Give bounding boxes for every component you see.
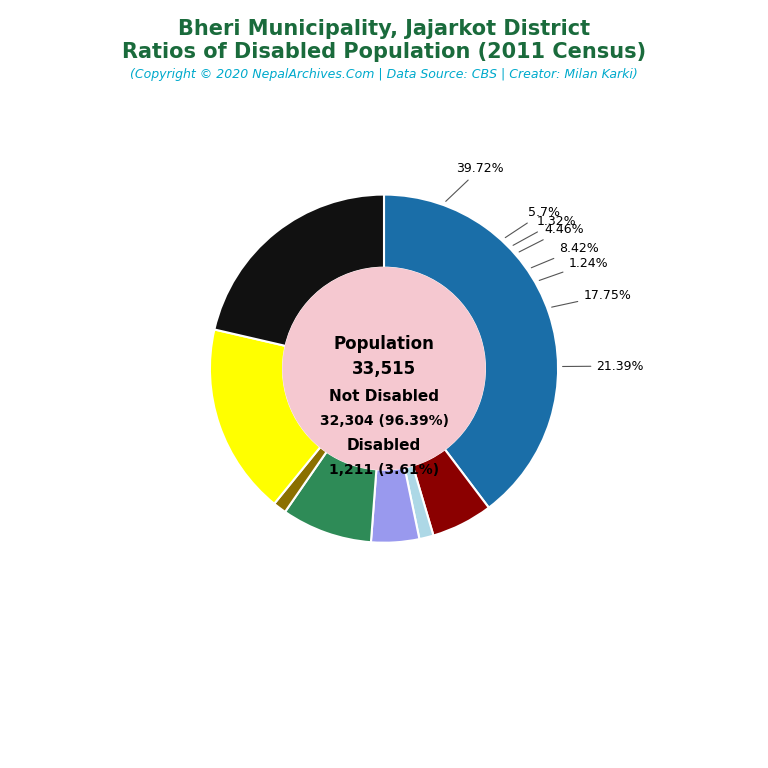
Text: 8.42%: 8.42% [531, 242, 598, 268]
Text: 17.75%: 17.75% [551, 289, 631, 307]
Text: 1.32%: 1.32% [513, 215, 577, 245]
Wedge shape [412, 449, 488, 535]
Text: Bheri Municipality, Jajarkot District: Bheri Municipality, Jajarkot District [178, 19, 590, 39]
Wedge shape [405, 465, 433, 539]
Text: 39.72%: 39.72% [445, 162, 504, 201]
Text: Population: Population [333, 336, 435, 353]
Wedge shape [210, 329, 320, 504]
Wedge shape [384, 194, 558, 508]
Text: 33,515: 33,515 [352, 359, 416, 378]
Text: 1.24%: 1.24% [539, 257, 608, 280]
Text: 21.39%: 21.39% [563, 359, 644, 372]
Wedge shape [214, 194, 384, 346]
Text: Not Disabled: Not Disabled [329, 389, 439, 404]
Text: 1,211 (3.61%): 1,211 (3.61%) [329, 462, 439, 477]
Wedge shape [285, 452, 376, 542]
Text: 4.46%: 4.46% [519, 223, 584, 252]
Circle shape [283, 268, 485, 469]
Text: 32,304 (96.39%): 32,304 (96.39%) [319, 414, 449, 428]
Text: Ratios of Disabled Population (2011 Census): Ratios of Disabled Population (2011 Cens… [122, 42, 646, 62]
Wedge shape [371, 468, 419, 543]
Text: Disabled: Disabled [347, 438, 421, 452]
Text: 5.7%: 5.7% [505, 206, 560, 237]
Wedge shape [274, 447, 326, 512]
Text: (Copyright © 2020 NepalArchives.Com | Data Source: CBS | Creator: Milan Karki): (Copyright © 2020 NepalArchives.Com | Da… [130, 68, 638, 81]
